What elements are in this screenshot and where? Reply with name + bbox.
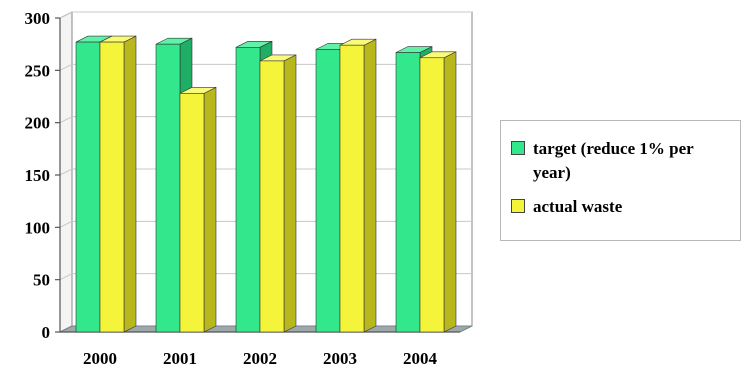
x-tick-label-2004: 2004	[403, 349, 438, 368]
bar-actual-waste-2002	[259, 54, 297, 333]
y-tick-label-100: 100	[25, 218, 51, 237]
gridline-side-250	[59, 63, 73, 71]
bar-front-actual-waste-2001	[179, 93, 205, 333]
gridline-side-200	[59, 116, 73, 124]
legend-swatch-target	[511, 141, 525, 155]
x-tick-label-2002: 2002	[243, 349, 277, 368]
x-tick-label-2000: 2000	[83, 349, 117, 368]
bar-front-target-2000	[75, 41, 101, 333]
bar-front-actual-waste-2004	[419, 57, 445, 333]
y-tick-label-50: 50	[33, 271, 50, 290]
y-tick-label-200: 200	[25, 114, 51, 133]
y-tick-label-150: 150	[25, 166, 51, 185]
legend: target (reduce 1% per year) actual waste	[500, 120, 741, 241]
bar-side-actual-waste-2002	[283, 54, 297, 333]
legend-label-target: target (reduce 1% per year)	[533, 139, 694, 182]
gridline-side-50	[59, 273, 73, 281]
bar-side-actual-waste-2001	[203, 86, 217, 333]
legend-swatch-actual-waste	[511, 199, 525, 213]
bar-actual-waste-2004	[419, 51, 457, 333]
y-tick-label-0: 0	[42, 323, 51, 342]
gridline-side-100	[59, 220, 73, 228]
bar-front-target-2003	[315, 49, 341, 333]
gridline-side-300	[59, 11, 73, 19]
bar-side-actual-waste-2004	[443, 51, 457, 333]
bar-side-actual-waste-2000	[123, 35, 137, 333]
bar-front-actual-waste-2000	[99, 41, 125, 333]
x-tick-label-2001: 2001	[163, 349, 197, 368]
bar-front-target-2002	[235, 47, 261, 333]
gridline-side-150	[59, 168, 73, 176]
bar-actual-waste-2003	[339, 38, 377, 333]
bar-front-target-2004	[395, 52, 421, 333]
bar-front-target-2001	[155, 43, 181, 333]
bar-front-actual-waste-2002	[259, 60, 285, 333]
bar-actual-waste-2001	[179, 86, 217, 333]
bar-side-actual-waste-2003	[363, 38, 377, 333]
y-tick-label-300: 300	[25, 9, 51, 28]
bar-front-actual-waste-2003	[339, 44, 365, 333]
legend-item-target: target (reduce 1% per year)	[511, 137, 733, 185]
legend-label-actual-waste: actual waste	[533, 197, 623, 216]
y-tick-label-250: 250	[25, 61, 51, 80]
x-tick-label-2003: 2003	[323, 349, 357, 368]
legend-item-actual-waste: actual waste	[511, 195, 733, 219]
bar-actual-waste-2000	[99, 35, 137, 333]
